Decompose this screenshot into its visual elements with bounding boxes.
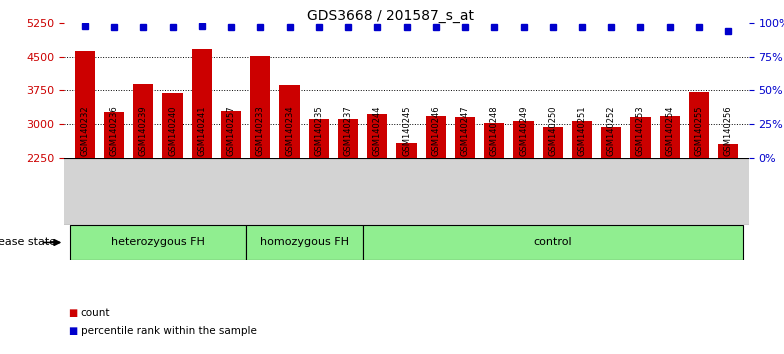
Bar	[103, 112, 124, 258]
Bar	[396, 143, 417, 258]
Text: percentile rank within the sample: percentile rank within the sample	[81, 326, 256, 336]
Bar	[659, 116, 680, 258]
Text: control: control	[533, 238, 572, 247]
Bar	[70, 225, 245, 260]
Bar	[191, 49, 212, 258]
Bar	[718, 144, 739, 258]
Bar	[74, 51, 95, 258]
Bar	[543, 127, 563, 258]
Bar	[221, 112, 241, 258]
Bar	[630, 117, 651, 258]
Text: count: count	[81, 308, 111, 318]
Bar	[572, 121, 592, 258]
Bar	[279, 85, 299, 258]
Bar	[601, 127, 622, 258]
Bar	[363, 225, 743, 260]
Text: ■: ■	[68, 308, 78, 318]
Text: GDS3668 / 201587_s_at: GDS3668 / 201587_s_at	[307, 9, 474, 23]
Text: ■: ■	[68, 326, 78, 336]
Bar	[514, 121, 534, 258]
Text: homozygous FH: homozygous FH	[260, 238, 349, 247]
Bar	[338, 119, 358, 258]
Bar	[133, 85, 154, 258]
Bar	[367, 114, 387, 258]
Bar	[309, 119, 329, 258]
Bar	[250, 56, 270, 258]
Text: disease state: disease state	[0, 238, 56, 247]
Bar	[689, 92, 710, 258]
Bar	[484, 124, 504, 258]
Bar	[162, 92, 183, 258]
Bar	[455, 117, 475, 258]
Bar	[426, 116, 446, 258]
Text: heterozygous FH: heterozygous FH	[111, 238, 205, 247]
Bar	[245, 225, 363, 260]
